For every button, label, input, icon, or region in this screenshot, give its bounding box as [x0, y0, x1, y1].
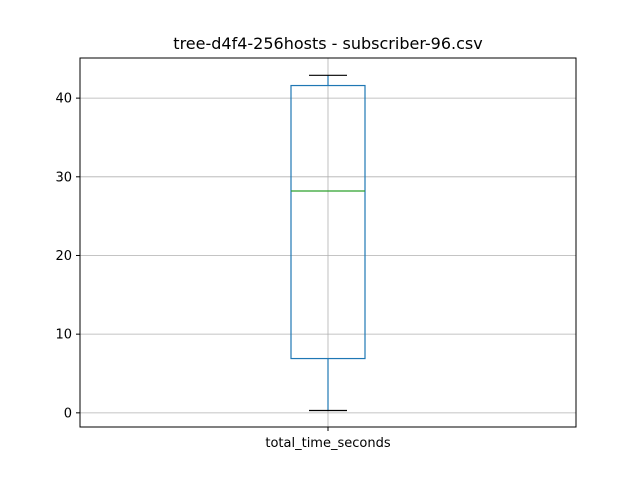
- y-tick-label: 40: [55, 92, 72, 107]
- y-tick-label: 30: [55, 170, 72, 185]
- y-tick-label: 10: [55, 328, 72, 343]
- x-tick-label: total_time_seconds: [265, 436, 390, 451]
- y-tick-label: 0: [64, 406, 72, 421]
- box-layer: [290, 74, 366, 412]
- grid-layer: [80, 58, 576, 427]
- axis-layer: 0 10 20 30 40 total_time_seconds: [55, 92, 390, 451]
- y-tick-label: 20: [55, 249, 72, 264]
- chart-title: tree-d4f4-256hosts - subscriber-96.csv: [173, 34, 482, 53]
